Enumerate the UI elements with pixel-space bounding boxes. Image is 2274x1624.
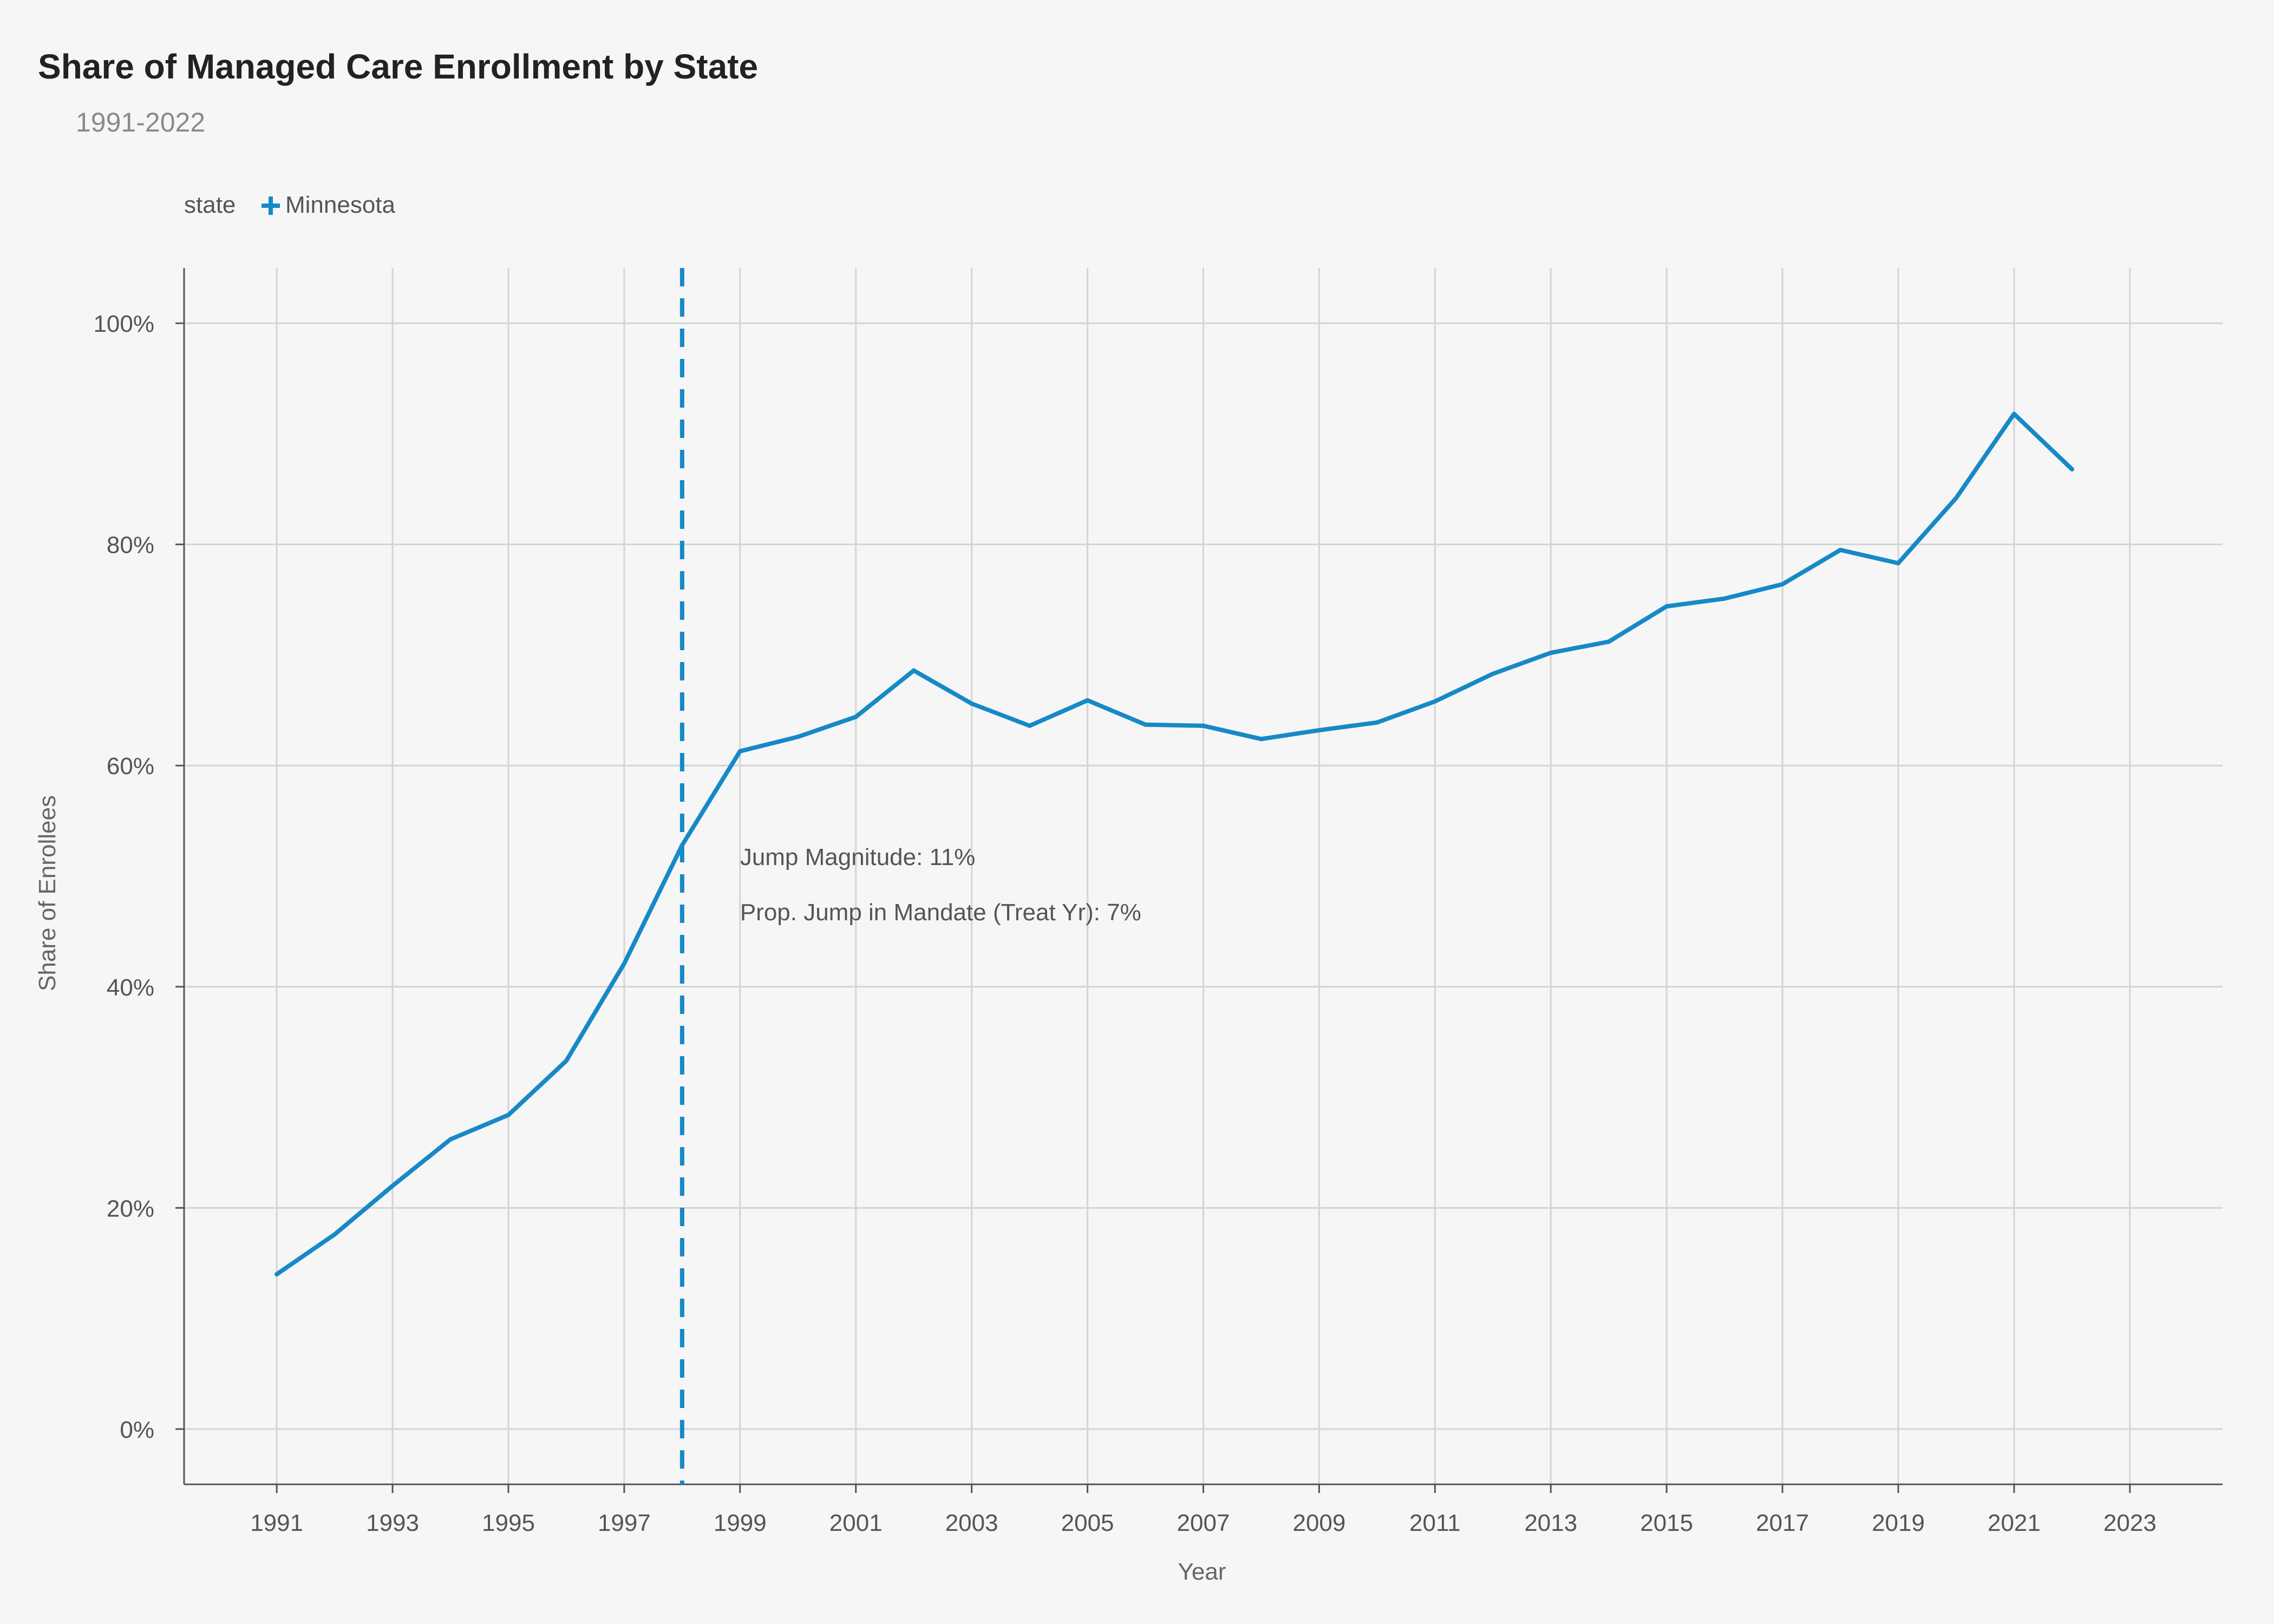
x-tick-label-2017: 2017 [1756,1510,1809,1536]
data-point-1994 [448,1137,453,1142]
legend-entry-minnesota: Minnesota [285,192,396,218]
data-point-2020 [1953,495,1958,500]
data-point-2002 [911,668,916,673]
data-point-2005 [1085,698,1090,703]
x-tick-label-2021: 2021 [1988,1510,2041,1536]
data-point-2011 [1433,699,1437,704]
x-tick-label-1999: 1999 [714,1510,767,1536]
data-point-2022 [2069,467,2074,472]
data-point-2021 [2011,411,2016,416]
series-layer [275,411,2074,1276]
legend-title: state [184,192,236,218]
data-point-1991 [275,1272,279,1276]
x-tick-label-2007: 2007 [1177,1510,1230,1536]
data-point-2006 [1143,722,1148,727]
data-point-1995 [506,1112,511,1117]
x-tick-label-2005: 2005 [1061,1510,1114,1536]
data-point-2007 [1201,723,1206,728]
annotation-2: Prop. Jump in Mandate (Treat Yr): 7% [740,899,1141,926]
data-point-2012 [1491,671,1495,676]
y-tick-label-20: 20% [107,1195,154,1222]
legend: state Minnesota [184,192,396,218]
x-axis-title: Year [1178,1558,1226,1585]
data-point-2003 [969,701,974,706]
data-point-1993 [390,1183,395,1188]
x-tick-label-1995: 1995 [482,1510,535,1536]
data-point-1992 [332,1232,337,1237]
x-tick-label-1991: 1991 [250,1510,303,1536]
data-point-2019 [1896,561,1901,566]
data-point-2017 [1780,582,1785,587]
series-line-minnesota [275,411,2074,1276]
data-point-2004 [1027,723,1032,728]
chart-subtitle: 1991-2022 [76,107,205,137]
data-point-2015 [1664,604,1669,609]
x-tick-label-2013: 2013 [1524,1510,1577,1536]
data-point-1996 [564,1058,568,1063]
data-point-2013 [1548,650,1553,655]
data-point-2008 [1259,737,1264,742]
x-tick-label-2001: 2001 [829,1510,883,1536]
y-tick-label-60: 60% [107,753,154,780]
data-point-2018 [1838,547,1843,552]
x-tick-label-1993: 1993 [366,1510,419,1536]
data-point-2000 [795,735,800,739]
data-point-1999 [737,749,742,754]
annotation-1: Jump Magnitude: 11% [740,844,976,870]
data-point-1997 [622,961,626,966]
grid [184,268,2223,1484]
data-point-1998 [679,843,684,848]
x-tick-label-2003: 2003 [945,1510,998,1536]
data-point-2001 [853,715,858,719]
x-tick-label-2019: 2019 [1872,1510,1925,1536]
x-tick-label-2015: 2015 [1640,1510,1693,1536]
axes: 1991 1993 1995 1997 1999 2001 2003 2005 2007 2009… [93,268,2223,1536]
chart-title: Share of Managed Care Enrollment by Stat… [38,47,758,86]
x-tick-label-2011: 2011 [1409,1510,1461,1536]
data-point-2009 [1317,728,1322,732]
x-tick-label-2009: 2009 [1292,1510,1345,1536]
x-tick-label-1997: 1997 [598,1510,651,1536]
y-tick-label-0: 0% [120,1417,154,1443]
data-point-2014 [1606,639,1611,644]
annotation-layer: Jump Magnitude: 11% Prop. Jump in Mandate… [740,844,1141,926]
legend-marker [262,197,280,215]
x-tick-label-2023: 2023 [2103,1510,2157,1536]
y-axis-title: Share of Enrollees [34,795,61,991]
data-point-2010 [1375,720,1380,725]
y-tick-label-80: 80% [107,532,154,559]
data-point-2016 [1722,596,1727,601]
y-tick-label-40: 40% [107,974,154,1001]
y-tick-label-100: 100% [93,311,154,337]
